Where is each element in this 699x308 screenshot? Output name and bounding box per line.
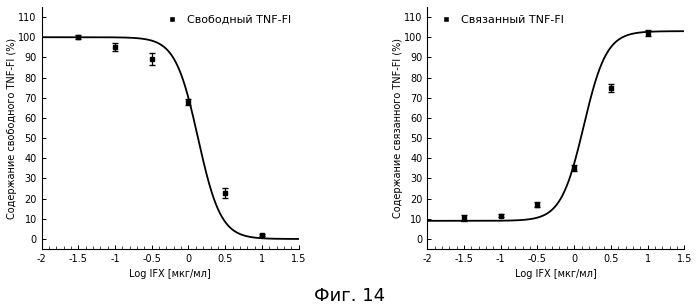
Text: Фиг. 14: Фиг. 14 — [314, 287, 385, 305]
Y-axis label: Содержание связанного TNF-Fl (%): Содержание связанного TNF-Fl (%) — [393, 38, 403, 218]
X-axis label: Log IFX [мкг/мл]: Log IFX [мкг/мл] — [515, 270, 597, 279]
Legend: Связанный TNF-Fl: Связанный TNF-Fl — [433, 13, 565, 27]
Legend: Свободный TNF-Fl: Свободный TNF-Fl — [159, 13, 293, 27]
Y-axis label: Содержание свободного TNF-Fl (%): Содержание свободного TNF-Fl (%) — [7, 38, 17, 219]
X-axis label: Log IFX [мкг/мл]: Log IFX [мкг/мл] — [129, 270, 211, 279]
